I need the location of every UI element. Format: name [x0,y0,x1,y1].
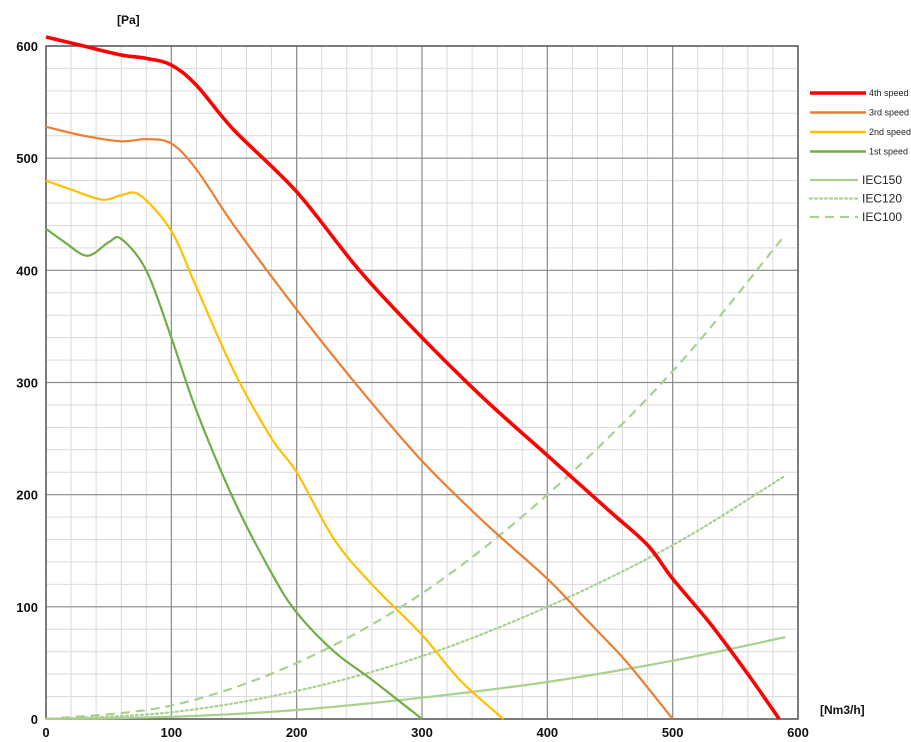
x-tick-label: 600 [787,725,809,740]
legend-label-iec150: IEC150 [862,173,902,187]
series-line-2nd-speed [45,179,505,720]
x-tick-label: 100 [160,725,182,740]
x-tick-label: 200 [286,725,308,740]
legend-label-4th-speed: 4th speed [869,88,909,98]
series-line-4th-speed [45,35,781,721]
series-line-1st-speed [45,227,423,720]
series-lines [44,35,787,721]
x-tick-labels: 0 100 200 300 400 500 600 [42,725,808,740]
x-axis-label: [Nm3/h] [820,703,865,717]
y-tick-label: 400 [16,263,38,278]
x-tick-label: 300 [411,725,433,740]
series-line-3rd-speed [45,125,674,720]
legend-label-iec100: IEC100 [862,210,902,224]
x-tick-label: 500 [662,725,684,740]
x-tick-label: 0 [42,725,49,740]
legend-label-2nd-speed: 2nd speed [869,127,911,137]
major-gridlines [45,45,799,720]
series-line-iec150 [45,636,786,721]
legend-label-1st-speed: 1st speed [869,147,908,157]
y-axis-label: [Pa] [117,13,140,27]
series-line-iec100 [45,233,787,721]
legend-label-3rd-speed: 3rd speed [869,108,909,118]
x-tick-label: 400 [536,725,558,740]
y-tick-labels: 0 100 200 300 400 500 600 [16,39,38,727]
y-tick-label: 300 [16,376,38,391]
legend-label-iec120: IEC120 [862,192,902,206]
y-tick-label: 200 [16,488,38,503]
legend: 4th speed 3rd speed 2nd speed 1st speed IEC1… [808,88,911,224]
y-tick-label: 0 [31,712,38,727]
y-tick-label: 600 [16,39,38,54]
series-line-iec120 [44,474,787,721]
y-tick-label: 100 [16,600,38,615]
y-tick-label: 500 [16,151,38,166]
